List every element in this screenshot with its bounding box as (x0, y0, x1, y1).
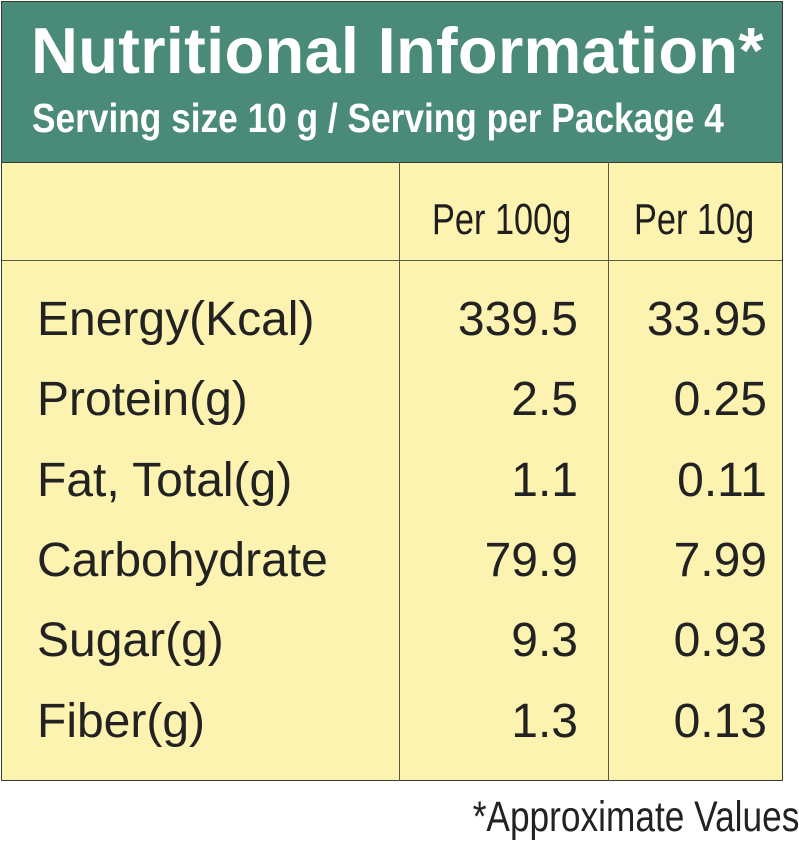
row-label-fat-total: Fat, Total(g) (37, 454, 293, 507)
value-energy-per-100g: 339.5 (457, 293, 578, 346)
value-carbohydrate-per-100g: 79.9 (484, 534, 578, 587)
column-header-per-10g: Per 10g (634, 195, 755, 244)
value-sugar-per-10g: 0.93 (673, 614, 767, 667)
row-label-protein: Protein(g) (37, 373, 248, 426)
value-carbohydrate-per-10g: 7.99 (673, 534, 767, 587)
footnote: *Approximate Values (472, 793, 799, 841)
value-fiber-per-10g: 0.13 (673, 695, 767, 748)
serving-info: Serving size 10 g / Serving per Package … (32, 95, 724, 141)
nutrition-header: Nutritional Information* Serving size 10… (2, 2, 782, 163)
row-label-sugar: Sugar(g) (37, 614, 224, 667)
value-fiber-per-100g: 1.3 (511, 695, 578, 748)
row-label-energy: Energy(Kcal) (37, 293, 315, 346)
page-title: Nutritional Information* (31, 14, 764, 87)
value-fat-per-10g: 0.11 (677, 454, 767, 507)
nutrition-panel: Nutritional Information* Serving size 10… (1, 1, 783, 781)
value-protein-per-10g: 0.25 (673, 373, 767, 426)
column-divider-2 (608, 162, 609, 781)
value-sugar-per-100g: 9.3 (511, 614, 578, 667)
value-fat-per-100g: 1.1 (511, 454, 578, 507)
row-label-fiber: Fiber(g) (37, 695, 206, 748)
value-protein-per-100g: 2.5 (511, 373, 578, 426)
value-energy-per-10g: 33.95 (646, 293, 767, 346)
row-label-carbohydrate: Carbohydrate (37, 534, 328, 587)
column-header-per-100g: Per 100g (432, 195, 572, 244)
header-row-divider (2, 260, 782, 261)
column-divider-1 (399, 162, 400, 781)
